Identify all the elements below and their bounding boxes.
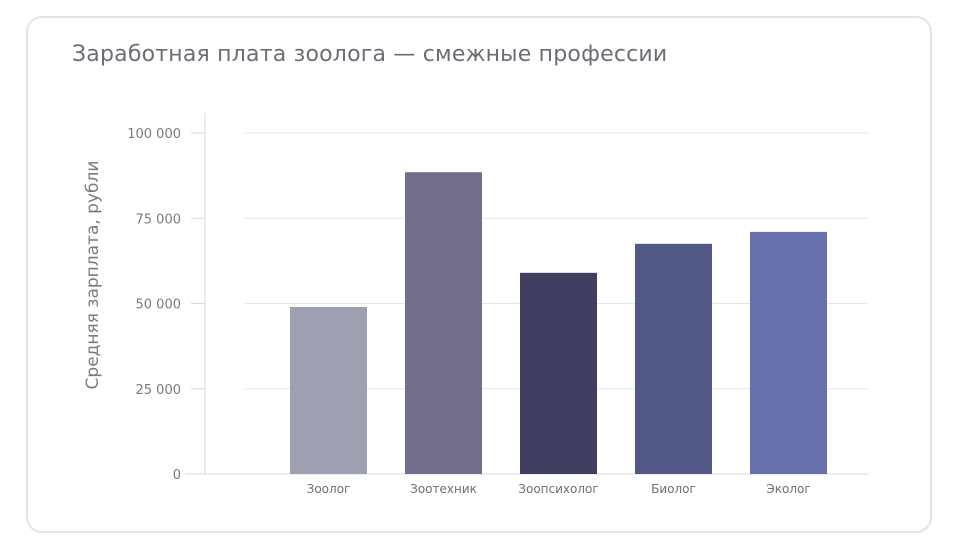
y-tick-label: 75 000 <box>136 212 182 227</box>
chart-title: Заработная плата зоолога — смежные профе… <box>72 42 668 67</box>
x-category-label: Зоопсихолог <box>518 482 598 496</box>
bar <box>750 231 827 474</box>
y-axis-ticks: 0 25 000 50 000 75 000 100 000 <box>127 127 205 483</box>
x-category-label: Биолог <box>651 482 696 496</box>
y-tick-label: 50 000 <box>136 298 182 313</box>
y-tick-label: 100 000 <box>127 127 181 142</box>
bar <box>405 172 482 474</box>
bar <box>520 272 597 474</box>
x-category-label: Зоотехник <box>410 482 477 496</box>
x-category-label: Эколог <box>766 482 810 496</box>
bars <box>290 172 827 474</box>
bar <box>635 243 712 474</box>
x-category-label: Зоолог <box>307 482 351 496</box>
y-axis-label: Средняя зарплата, рубли <box>83 161 103 390</box>
y-tick-label: 0 <box>173 468 181 483</box>
bar <box>290 306 367 474</box>
y-tick-label: 25 000 <box>136 383 182 398</box>
x-axis-categories: Зоолог Зоотехник Зоопсихолог Биолог Эколог <box>307 482 811 496</box>
